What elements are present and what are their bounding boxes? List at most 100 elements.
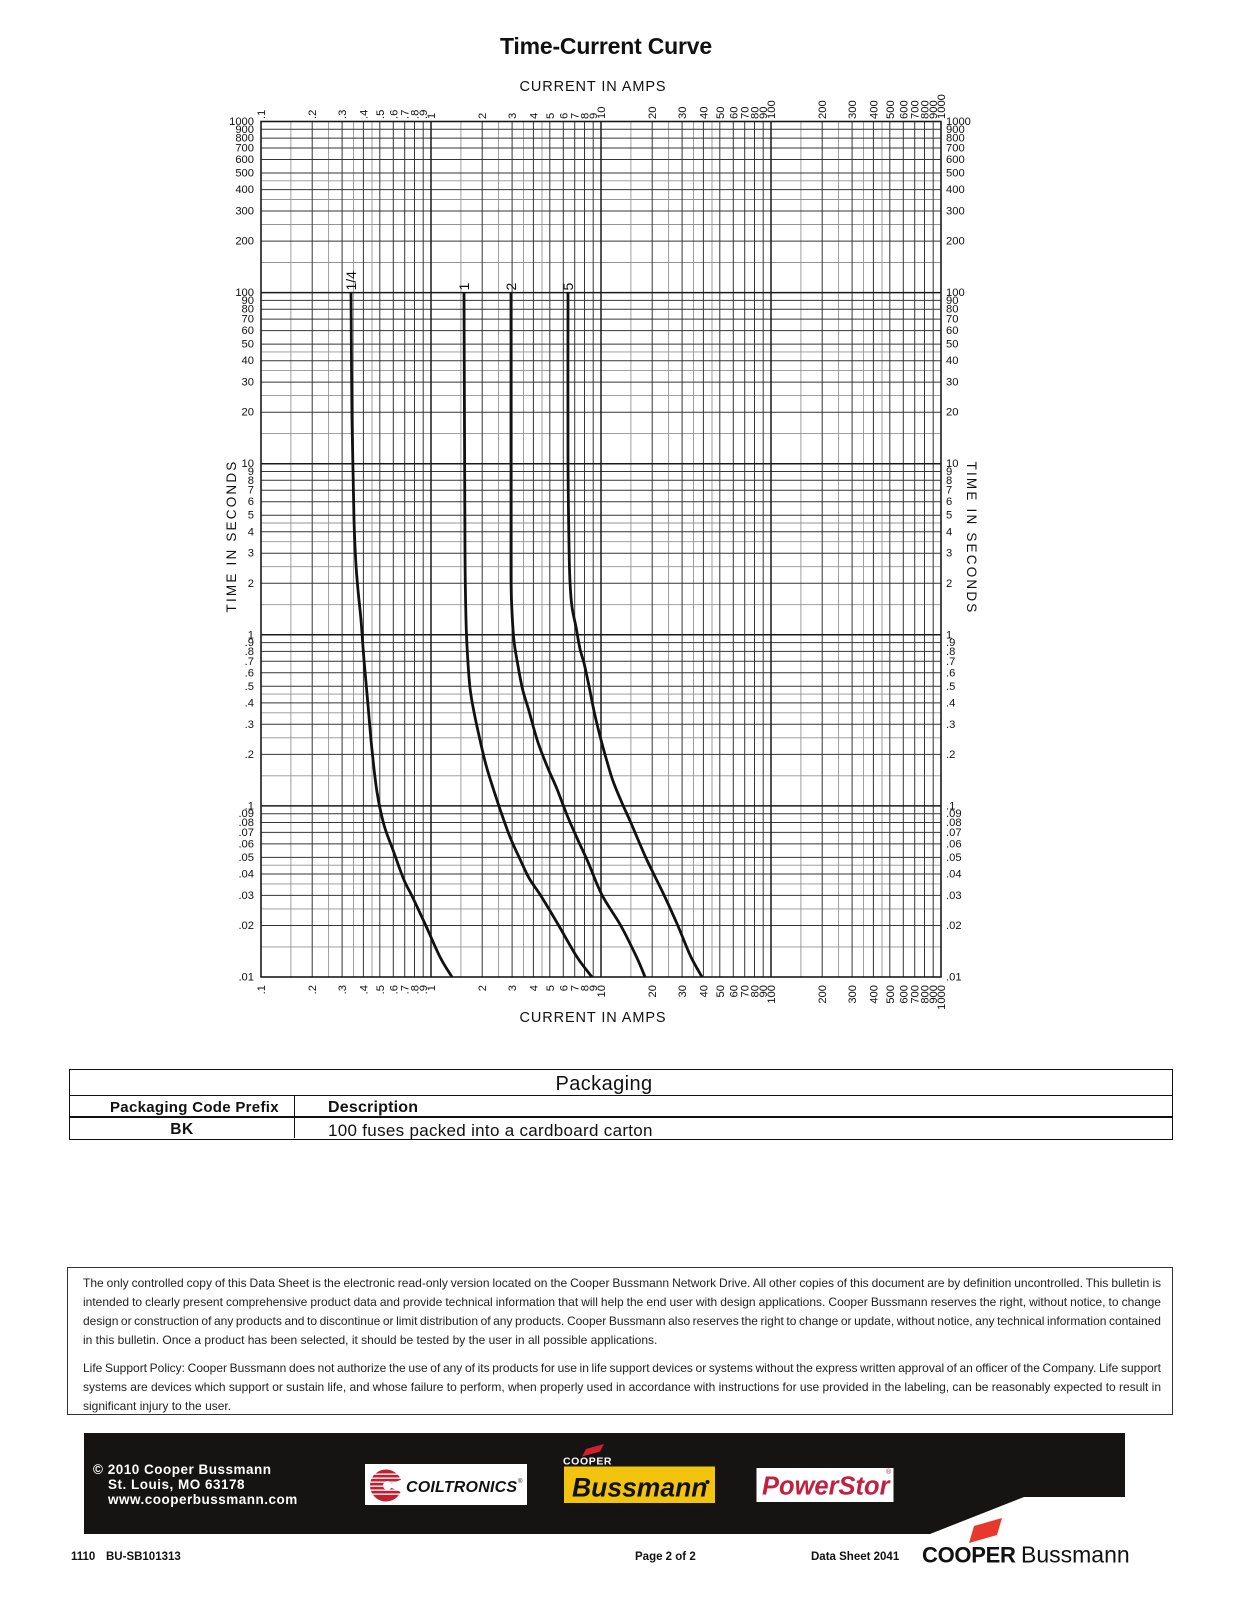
svg-text:100: 100 [946, 287, 965, 299]
svg-text:80: 80 [750, 985, 762, 997]
svg-text:CURRENT IN AMPS: CURRENT IN AMPS [520, 79, 667, 95]
svg-text:.8: .8 [946, 646, 955, 658]
svg-text:50: 50 [242, 339, 254, 351]
svg-text:.6: .6 [388, 985, 400, 994]
svg-text:1: 1 [946, 629, 952, 641]
svg-text:100: 100 [766, 100, 778, 119]
svg-text:9: 9 [946, 466, 952, 478]
svg-text:3: 3 [507, 985, 519, 991]
svg-text:900: 900 [235, 124, 254, 136]
svg-text:500: 500 [235, 168, 254, 180]
svg-text:5: 5 [560, 283, 576, 291]
svg-text:70: 70 [740, 107, 752, 119]
svg-text:8: 8 [580, 113, 592, 119]
svg-text:1: 1 [426, 985, 438, 991]
svg-text:.09: .09 [946, 808, 962, 820]
svg-text:CURRENT IN AMPS: CURRENT IN AMPS [520, 1010, 667, 1026]
svg-text:.1: .1 [256, 985, 268, 994]
svg-text:100: 100 [766, 985, 778, 1004]
svg-text:COOPER: COOPER [922, 1543, 1016, 1568]
svg-text:.6: .6 [388, 110, 400, 119]
svg-text:70: 70 [242, 314, 254, 326]
svg-text:7: 7 [248, 485, 254, 497]
svg-text:700: 700 [910, 985, 922, 1004]
svg-text:.4: .4 [245, 697, 254, 709]
svg-text:9: 9 [588, 985, 600, 991]
svg-text:.3: .3 [337, 985, 349, 994]
svg-text:.5: .5 [946, 681, 955, 693]
svg-text:900: 900 [946, 124, 965, 136]
svg-text:800: 800 [235, 133, 254, 145]
svg-text:1: 1 [248, 629, 254, 641]
svg-text:.01: .01 [238, 972, 254, 984]
svg-text:.3: .3 [946, 719, 955, 731]
svg-text:5: 5 [545, 113, 557, 119]
svg-text:20: 20 [946, 407, 958, 419]
svg-text:500: 500 [885, 985, 897, 1004]
svg-text:50: 50 [715, 985, 727, 997]
svg-text:10: 10 [596, 107, 608, 119]
svg-text:5: 5 [248, 510, 254, 522]
svg-text:1000: 1000 [936, 94, 948, 119]
svg-text:Time-Current Curve: Time-Current Curve [500, 33, 712, 59]
svg-text:500: 500 [885, 100, 897, 119]
svg-text:6: 6 [248, 496, 254, 508]
svg-text:80: 80 [242, 304, 254, 316]
svg-text:.9: .9 [946, 637, 955, 649]
svg-text:5: 5 [545, 985, 557, 991]
svg-text:Bussmann: Bussmann [1021, 1542, 1130, 1568]
svg-text:.03: .03 [946, 890, 962, 902]
svg-text:70: 70 [946, 314, 958, 326]
svg-text:40: 40 [698, 985, 710, 997]
svg-text:4: 4 [528, 985, 540, 991]
svg-text:90: 90 [758, 107, 770, 119]
svg-text:Data Sheet 2041: Data Sheet 2041 [811, 1551, 900, 1563]
svg-text:.1: .1 [245, 800, 254, 812]
svg-text:8: 8 [248, 475, 254, 487]
svg-text:.04: .04 [238, 869, 254, 881]
svg-text:1000: 1000 [946, 116, 971, 128]
svg-text:®: ® [518, 1478, 523, 1485]
svg-text:®: ® [886, 1468, 892, 1476]
svg-text:900: 900 [928, 100, 940, 119]
svg-text:.3: .3 [337, 110, 349, 119]
svg-text:200: 200 [946, 236, 965, 248]
svg-text:.07: .07 [238, 827, 254, 839]
svg-text:.7: .7 [400, 985, 412, 994]
svg-text:.2: .2 [946, 749, 955, 761]
svg-text:400: 400 [946, 184, 965, 196]
svg-text:.09: .09 [238, 808, 254, 820]
svg-text:.08: .08 [238, 817, 254, 829]
svg-text:30: 30 [242, 377, 254, 389]
svg-text:.7: .7 [946, 656, 955, 668]
svg-text:700: 700 [235, 143, 254, 155]
svg-text:9: 9 [248, 466, 254, 478]
svg-text:60: 60 [728, 985, 740, 997]
svg-text:.02: .02 [946, 920, 962, 932]
svg-text:3: 3 [248, 548, 254, 560]
svg-text:1: 1 [456, 283, 472, 291]
svg-text:40: 40 [946, 355, 958, 367]
svg-text:90: 90 [242, 295, 254, 307]
svg-text:8: 8 [946, 475, 952, 487]
svg-text:40: 40 [242, 355, 254, 367]
svg-text:70: 70 [740, 985, 752, 997]
svg-text:4: 4 [946, 526, 952, 538]
svg-text:300: 300 [847, 100, 859, 119]
svg-text:5: 5 [946, 510, 952, 522]
svg-text:.7: .7 [245, 656, 254, 668]
svg-text:300: 300 [235, 206, 254, 218]
svg-text:7: 7 [570, 113, 582, 119]
svg-text:.1: .1 [946, 800, 955, 812]
svg-text:8: 8 [580, 985, 592, 991]
svg-text:300: 300 [847, 985, 859, 1004]
svg-text:1000: 1000 [229, 116, 254, 128]
svg-text:www.cooperbussmann.com: www.cooperbussmann.com [107, 1492, 298, 1507]
svg-text:900: 900 [928, 985, 940, 1004]
svg-text:6: 6 [558, 113, 570, 119]
svg-text:.02: .02 [238, 920, 254, 932]
svg-text:800: 800 [920, 985, 932, 1004]
svg-text:.3: .3 [245, 719, 254, 731]
svg-text:.4: .4 [946, 697, 955, 709]
svg-text:60: 60 [242, 325, 254, 337]
